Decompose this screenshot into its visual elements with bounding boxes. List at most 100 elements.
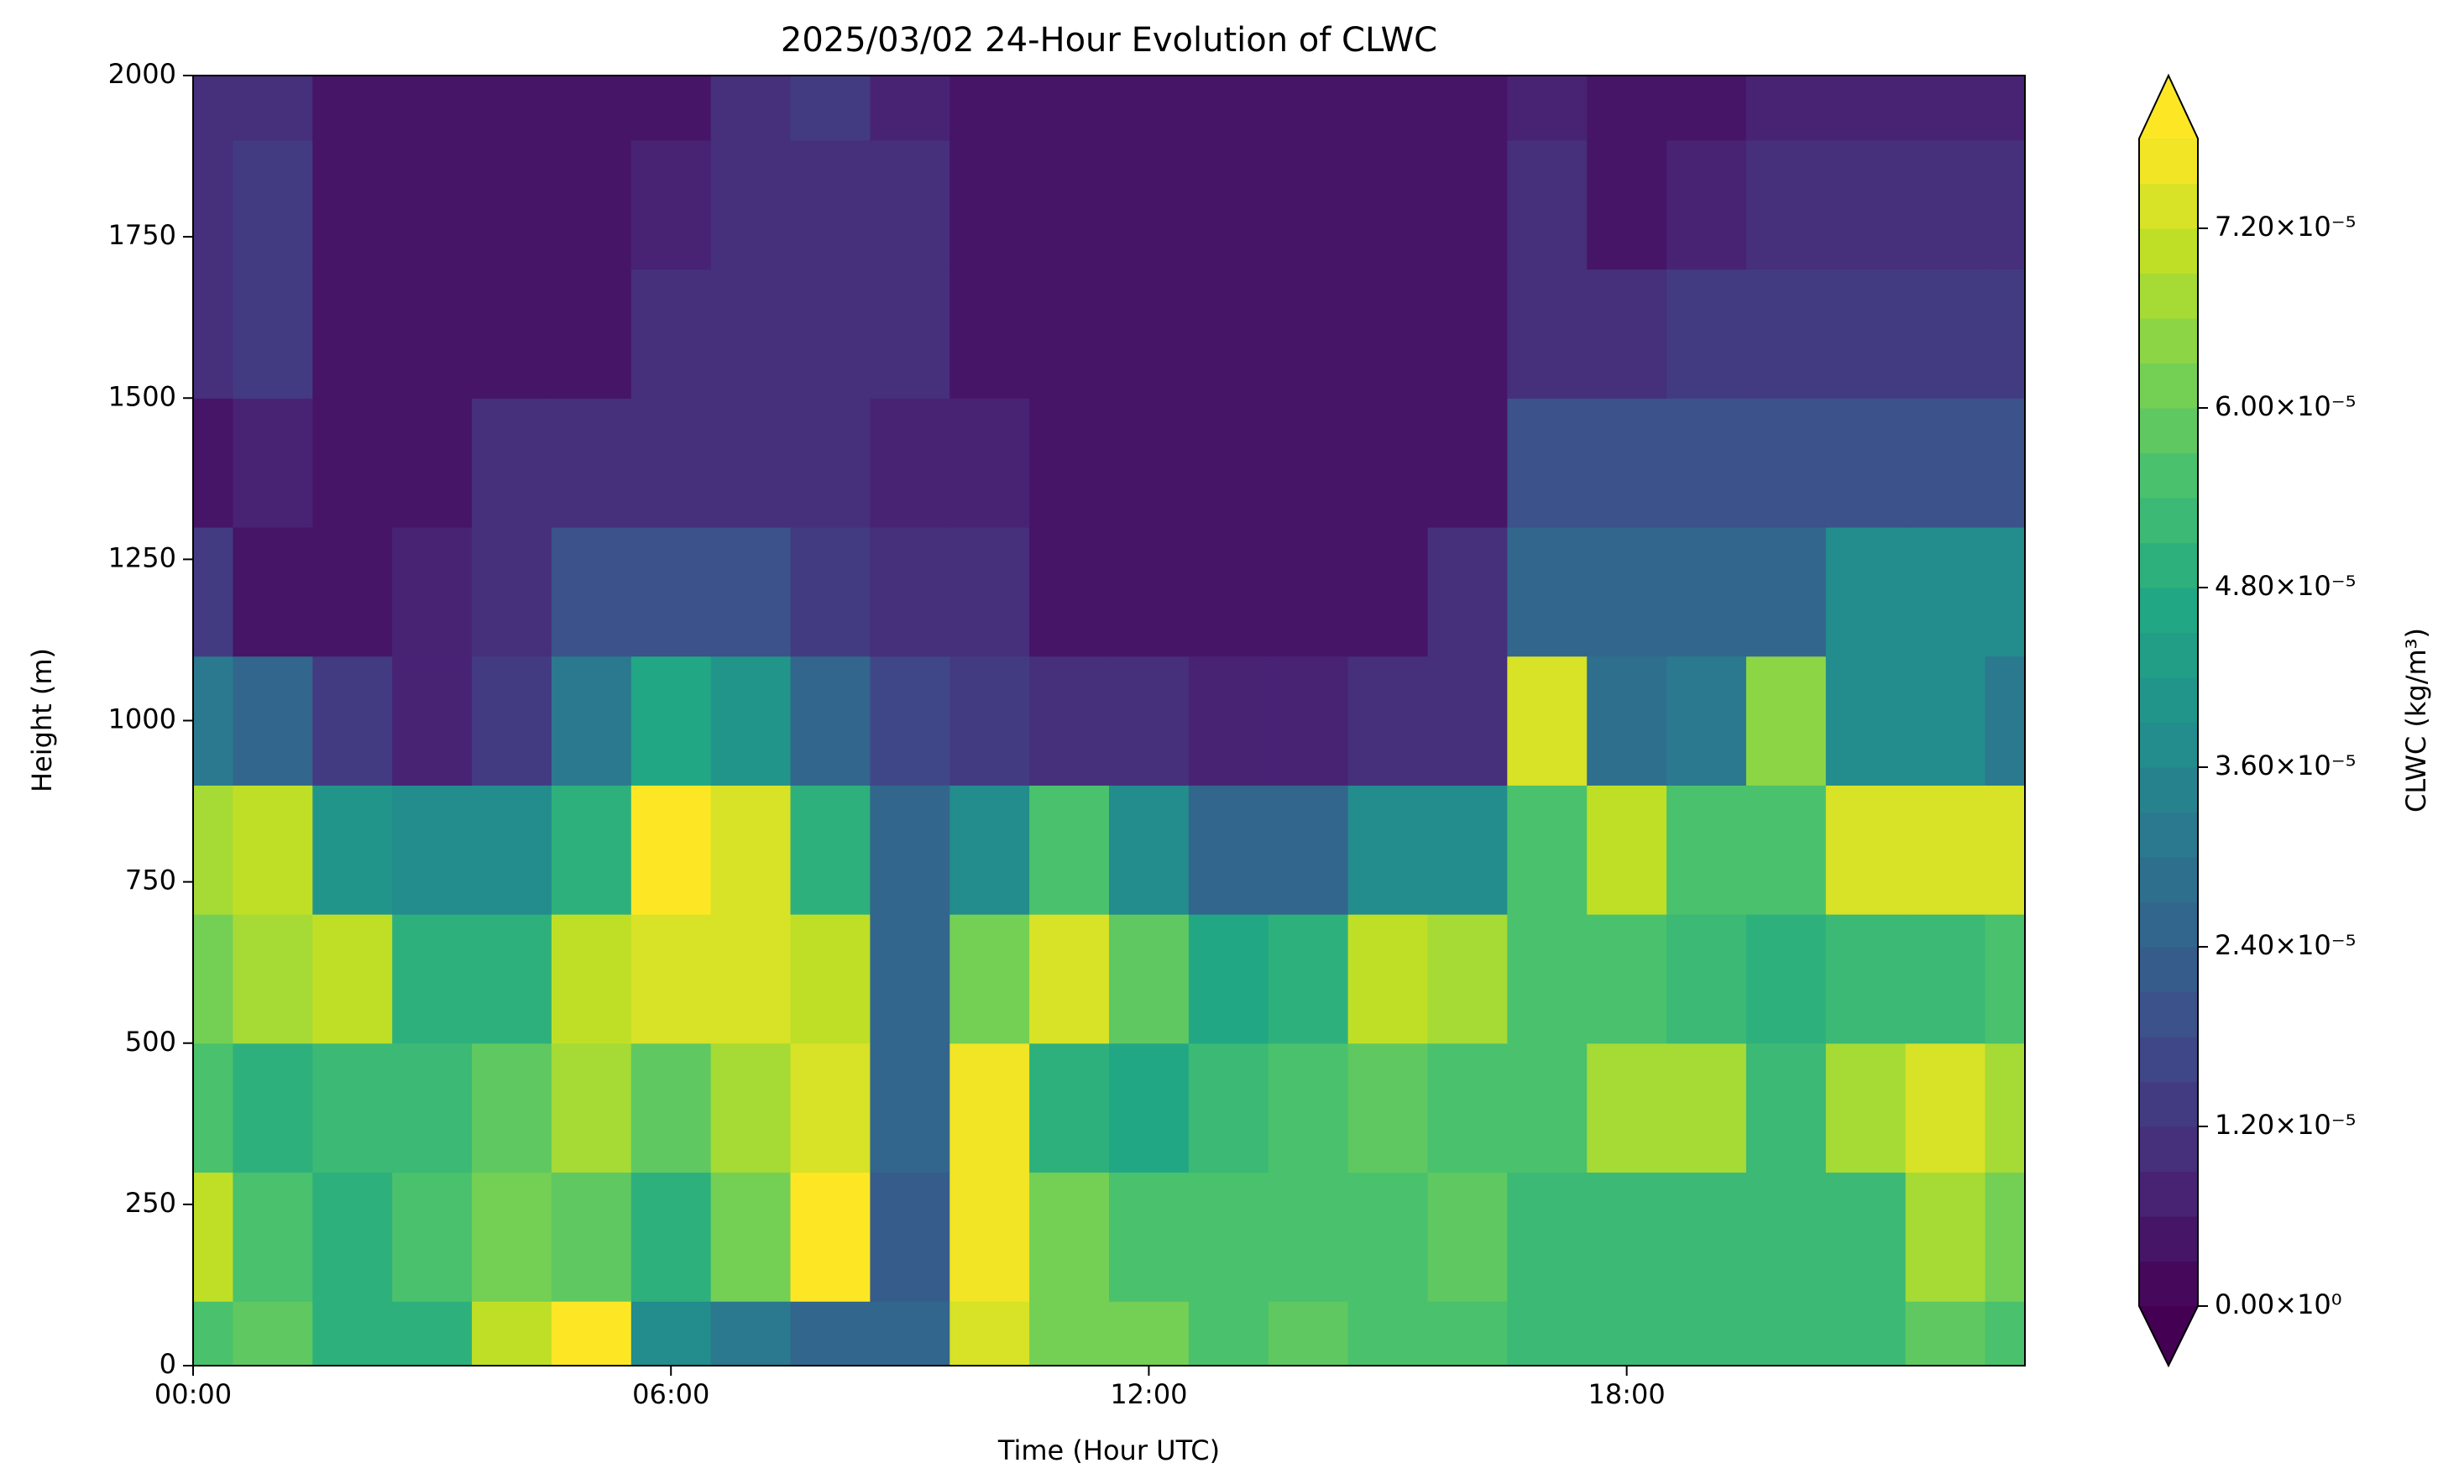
contour-cell: [950, 1172, 1030, 1302]
contour-cell: [1587, 1301, 1667, 1366]
contour-cell: [551, 269, 632, 399]
y-tick-label: 1000: [108, 703, 176, 735]
contour-cell: [551, 1042, 632, 1173]
colorbar-band: [2139, 767, 2198, 813]
contour-cell: [472, 76, 552, 141]
contour-cell: [1985, 76, 2026, 141]
colorbar-band: [2139, 1081, 2198, 1127]
contour-cell: [1109, 785, 1190, 915]
contour-cell: [870, 1042, 950, 1173]
contour-cell: [312, 76, 393, 141]
colorbar-band: [2139, 273, 2198, 319]
contour-cell: [551, 785, 632, 915]
contour-cell: [1507, 914, 1588, 1044]
contour-cell: [1587, 139, 1667, 270]
contour-cell: [1825, 526, 1907, 657]
contour-cell: [1905, 914, 1986, 1044]
contour-cell: [950, 785, 1030, 915]
colorbar-band: [2139, 498, 2198, 544]
contour-cell: [472, 139, 552, 270]
contour-cell: [1347, 914, 1429, 1044]
contour-cell: [472, 914, 552, 1044]
y-tick-label: 500: [125, 1026, 176, 1058]
contour-cell: [551, 1301, 632, 1366]
contour-cell: [551, 139, 632, 270]
contour-cell: [1666, 526, 1747, 657]
contour-cell: [392, 656, 473, 786]
y-tick-label: 1750: [108, 219, 176, 251]
contour-cell: [1905, 139, 1986, 270]
contour-cell: [1587, 914, 1667, 1044]
contour-cell: [312, 398, 393, 528]
contour-cell: [1427, 139, 1508, 270]
contour-cell: [790, 656, 871, 786]
contour-cell: [193, 785, 234, 915]
contour-cell: [472, 526, 552, 657]
contour-cell: [193, 139, 234, 270]
contour-cell: [1109, 1042, 1190, 1173]
contour-cell: [1347, 1301, 1429, 1366]
contour-cell: [551, 398, 632, 528]
colorbar-band: [2139, 183, 2198, 229]
contour-cell: [1507, 1301, 1588, 1366]
contour-cell: [1905, 269, 1986, 399]
contour-cell: [870, 1301, 950, 1366]
contour-cell: [710, 269, 792, 399]
contour-cell: [312, 139, 393, 270]
contour-cell: [312, 1172, 393, 1302]
contour-cell: [1427, 76, 1508, 141]
contour-cell: [1985, 526, 2026, 657]
contour-cell: [1507, 269, 1588, 399]
x-axis-label: Time (Hour UTC): [997, 1434, 1220, 1466]
contour-cell: [1347, 785, 1429, 915]
contour-cell: [233, 1172, 313, 1302]
colorbar-band: [2139, 228, 2198, 274]
contour-cell: [630, 914, 712, 1044]
contour-cell: [392, 914, 473, 1044]
contour-cell: [1985, 656, 2026, 786]
contour-cell: [1825, 785, 1907, 915]
contour-cell: [1188, 1042, 1269, 1173]
contour-cell: [1825, 914, 1907, 1044]
contour-cell: [1985, 1301, 2026, 1366]
contour-cell: [1507, 1172, 1588, 1302]
contour-cell: [1427, 526, 1508, 657]
contour-cell: [710, 139, 792, 270]
contour-cell: [1507, 398, 1588, 528]
contour-cell: [233, 785, 313, 915]
contour-cell: [710, 1042, 792, 1173]
contour-cell: [710, 1301, 792, 1366]
contour-cell: [392, 269, 473, 399]
contour-cell: [1666, 139, 1747, 270]
contour-cell: [551, 914, 632, 1044]
contour-cell: [1188, 656, 1269, 786]
contour-cell: [950, 1042, 1030, 1173]
contour-cell: [1587, 526, 1667, 657]
chart-title: 2025/03/02 24-Hour Evolution of CLWC: [781, 21, 1437, 60]
colorbar-band: [2139, 363, 2198, 409]
contour-cell: [630, 785, 712, 915]
contour-cell: [233, 76, 313, 141]
contour-cell: [1427, 785, 1508, 915]
contour-cell: [193, 76, 234, 141]
colorbar-band: [2139, 1171, 2198, 1217]
contour-cell: [870, 398, 950, 528]
contour-cell: [950, 76, 1030, 141]
contour-cell: [1985, 785, 2026, 915]
contour-cell: [790, 785, 871, 915]
colorbar-band: [2139, 588, 2198, 634]
contour-cell: [233, 398, 313, 528]
contour-cell: [1029, 914, 1110, 1044]
contour-cell: [1188, 914, 1269, 1044]
contour-cell: [1109, 139, 1190, 270]
contour-cell: [551, 656, 632, 786]
colorbar-extend-bottom: [2139, 1306, 2198, 1366]
contour-cell: [1347, 398, 1429, 528]
contour-cell: [1427, 656, 1508, 786]
x-tick-label: 12:00: [1110, 1378, 1187, 1410]
contour-cell: [1905, 398, 1986, 528]
contour-cell: [1029, 785, 1110, 915]
colorbar-band: [2139, 542, 2198, 588]
contour-cell: [193, 1172, 234, 1302]
contour-cell: [1666, 656, 1747, 786]
